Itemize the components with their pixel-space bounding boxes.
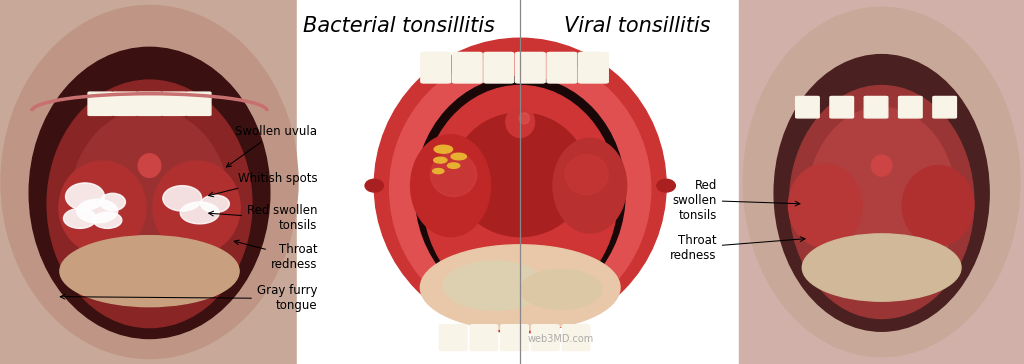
Text: Swollen uvula: Swollen uvula	[226, 124, 317, 167]
Ellipse shape	[774, 55, 989, 331]
Ellipse shape	[47, 80, 252, 328]
Ellipse shape	[138, 154, 161, 177]
Ellipse shape	[423, 86, 617, 308]
Ellipse shape	[430, 153, 477, 197]
Ellipse shape	[201, 195, 229, 213]
Text: Gray furry
tongue: Gray furry tongue	[60, 285, 317, 312]
Ellipse shape	[59, 236, 239, 306]
Ellipse shape	[63, 208, 96, 229]
FancyBboxPatch shape	[899, 96, 923, 118]
Text: Whitish spots: Whitish spots	[209, 172, 317, 197]
Ellipse shape	[434, 145, 453, 153]
FancyBboxPatch shape	[579, 52, 608, 83]
FancyBboxPatch shape	[515, 52, 545, 83]
Ellipse shape	[93, 212, 122, 229]
Ellipse shape	[803, 234, 961, 301]
Ellipse shape	[788, 164, 862, 248]
Ellipse shape	[180, 202, 219, 224]
FancyBboxPatch shape	[421, 52, 451, 83]
FancyBboxPatch shape	[547, 52, 577, 83]
Ellipse shape	[366, 179, 384, 192]
Text: Throat
redness: Throat redness	[671, 234, 805, 261]
Ellipse shape	[447, 163, 460, 168]
Text: Bacterial tonsillitis: Bacterial tonsillitis	[303, 16, 496, 36]
FancyBboxPatch shape	[864, 96, 888, 118]
Ellipse shape	[565, 155, 608, 195]
FancyBboxPatch shape	[829, 96, 854, 118]
Ellipse shape	[154, 161, 241, 254]
Ellipse shape	[29, 47, 269, 339]
FancyBboxPatch shape	[113, 92, 137, 115]
FancyBboxPatch shape	[186, 92, 211, 115]
FancyBboxPatch shape	[933, 96, 956, 118]
Ellipse shape	[657, 179, 676, 192]
Ellipse shape	[416, 76, 625, 309]
FancyBboxPatch shape	[562, 325, 590, 351]
FancyBboxPatch shape	[162, 92, 186, 115]
Ellipse shape	[443, 261, 546, 310]
Ellipse shape	[807, 107, 956, 297]
Bar	[739, 0, 1024, 364]
Text: Red
swollen
tonsils: Red swollen tonsils	[673, 179, 800, 222]
Ellipse shape	[451, 153, 467, 160]
Text: Throat
redness: Throat redness	[234, 240, 317, 270]
Text: Red swollen
tonsils: Red swollen tonsils	[209, 205, 317, 232]
Ellipse shape	[77, 199, 118, 223]
FancyBboxPatch shape	[439, 325, 467, 351]
Ellipse shape	[66, 183, 104, 210]
Ellipse shape	[163, 186, 202, 211]
Ellipse shape	[553, 138, 627, 233]
Ellipse shape	[871, 155, 892, 176]
Ellipse shape	[454, 113, 587, 237]
Ellipse shape	[434, 157, 447, 163]
Bar	[0, 0, 300, 364]
FancyBboxPatch shape	[470, 325, 498, 351]
FancyBboxPatch shape	[501, 325, 528, 351]
FancyBboxPatch shape	[796, 96, 819, 118]
Ellipse shape	[506, 106, 535, 137]
Ellipse shape	[375, 38, 667, 333]
Ellipse shape	[790, 86, 974, 318]
Ellipse shape	[389, 54, 651, 325]
Ellipse shape	[59, 161, 146, 254]
Ellipse shape	[411, 135, 490, 237]
Ellipse shape	[100, 193, 125, 211]
FancyBboxPatch shape	[137, 92, 162, 115]
Ellipse shape	[70, 109, 228, 298]
Bar	[297, 0, 737, 364]
Ellipse shape	[420, 245, 621, 331]
Text: web3MD.com: web3MD.com	[528, 334, 594, 344]
Ellipse shape	[520, 269, 602, 309]
FancyBboxPatch shape	[88, 92, 113, 115]
Text: Viral tonsillitis: Viral tonsillitis	[563, 16, 711, 36]
Ellipse shape	[902, 166, 974, 246]
FancyBboxPatch shape	[453, 52, 482, 83]
Ellipse shape	[432, 169, 444, 174]
Ellipse shape	[1, 5, 298, 359]
FancyBboxPatch shape	[484, 52, 514, 83]
Ellipse shape	[743, 7, 1020, 357]
Ellipse shape	[519, 113, 529, 124]
FancyBboxPatch shape	[531, 325, 559, 351]
